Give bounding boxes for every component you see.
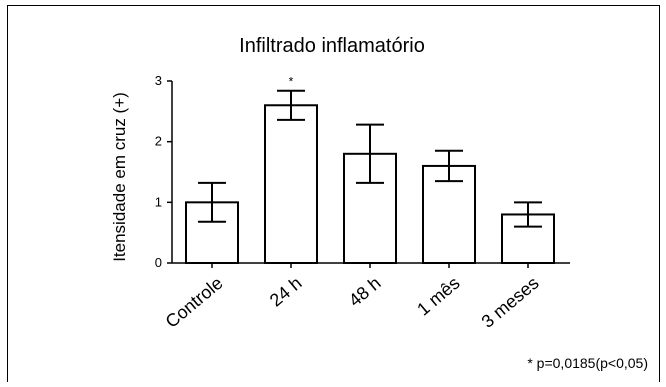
chart-title: Infiltrado inflamatório [239, 35, 425, 57]
y-tick-label-1: 1 [155, 194, 162, 209]
y-tick-label-2: 2 [155, 134, 162, 149]
significance-marker-1: * [289, 75, 294, 89]
y-axis-label: Itensidade em cruz (+) [110, 92, 129, 262]
x-tick-label-2: 48 h [345, 273, 385, 311]
bar-4 [501, 213, 555, 264]
x-tick-label-0: Controle [162, 273, 227, 332]
x-tick-label-3: 1 mês [413, 273, 463, 320]
y-tick-label-3: 3 [155, 73, 162, 88]
x-tick-label-1: 24 h [266, 273, 306, 311]
x-tick-label-4: 3 meses [478, 273, 543, 332]
y-axis: 0 1 2 3 [155, 73, 173, 270]
x-axis: Controle 24 h 48 h 1 mês 3 meses [162, 262, 570, 332]
y-tick-label-0: 0 [155, 255, 162, 270]
footnote: * p=0,0185(p<0,05) [527, 355, 648, 371]
bars-group: * [185, 75, 555, 265]
bar-1 [264, 104, 318, 265]
